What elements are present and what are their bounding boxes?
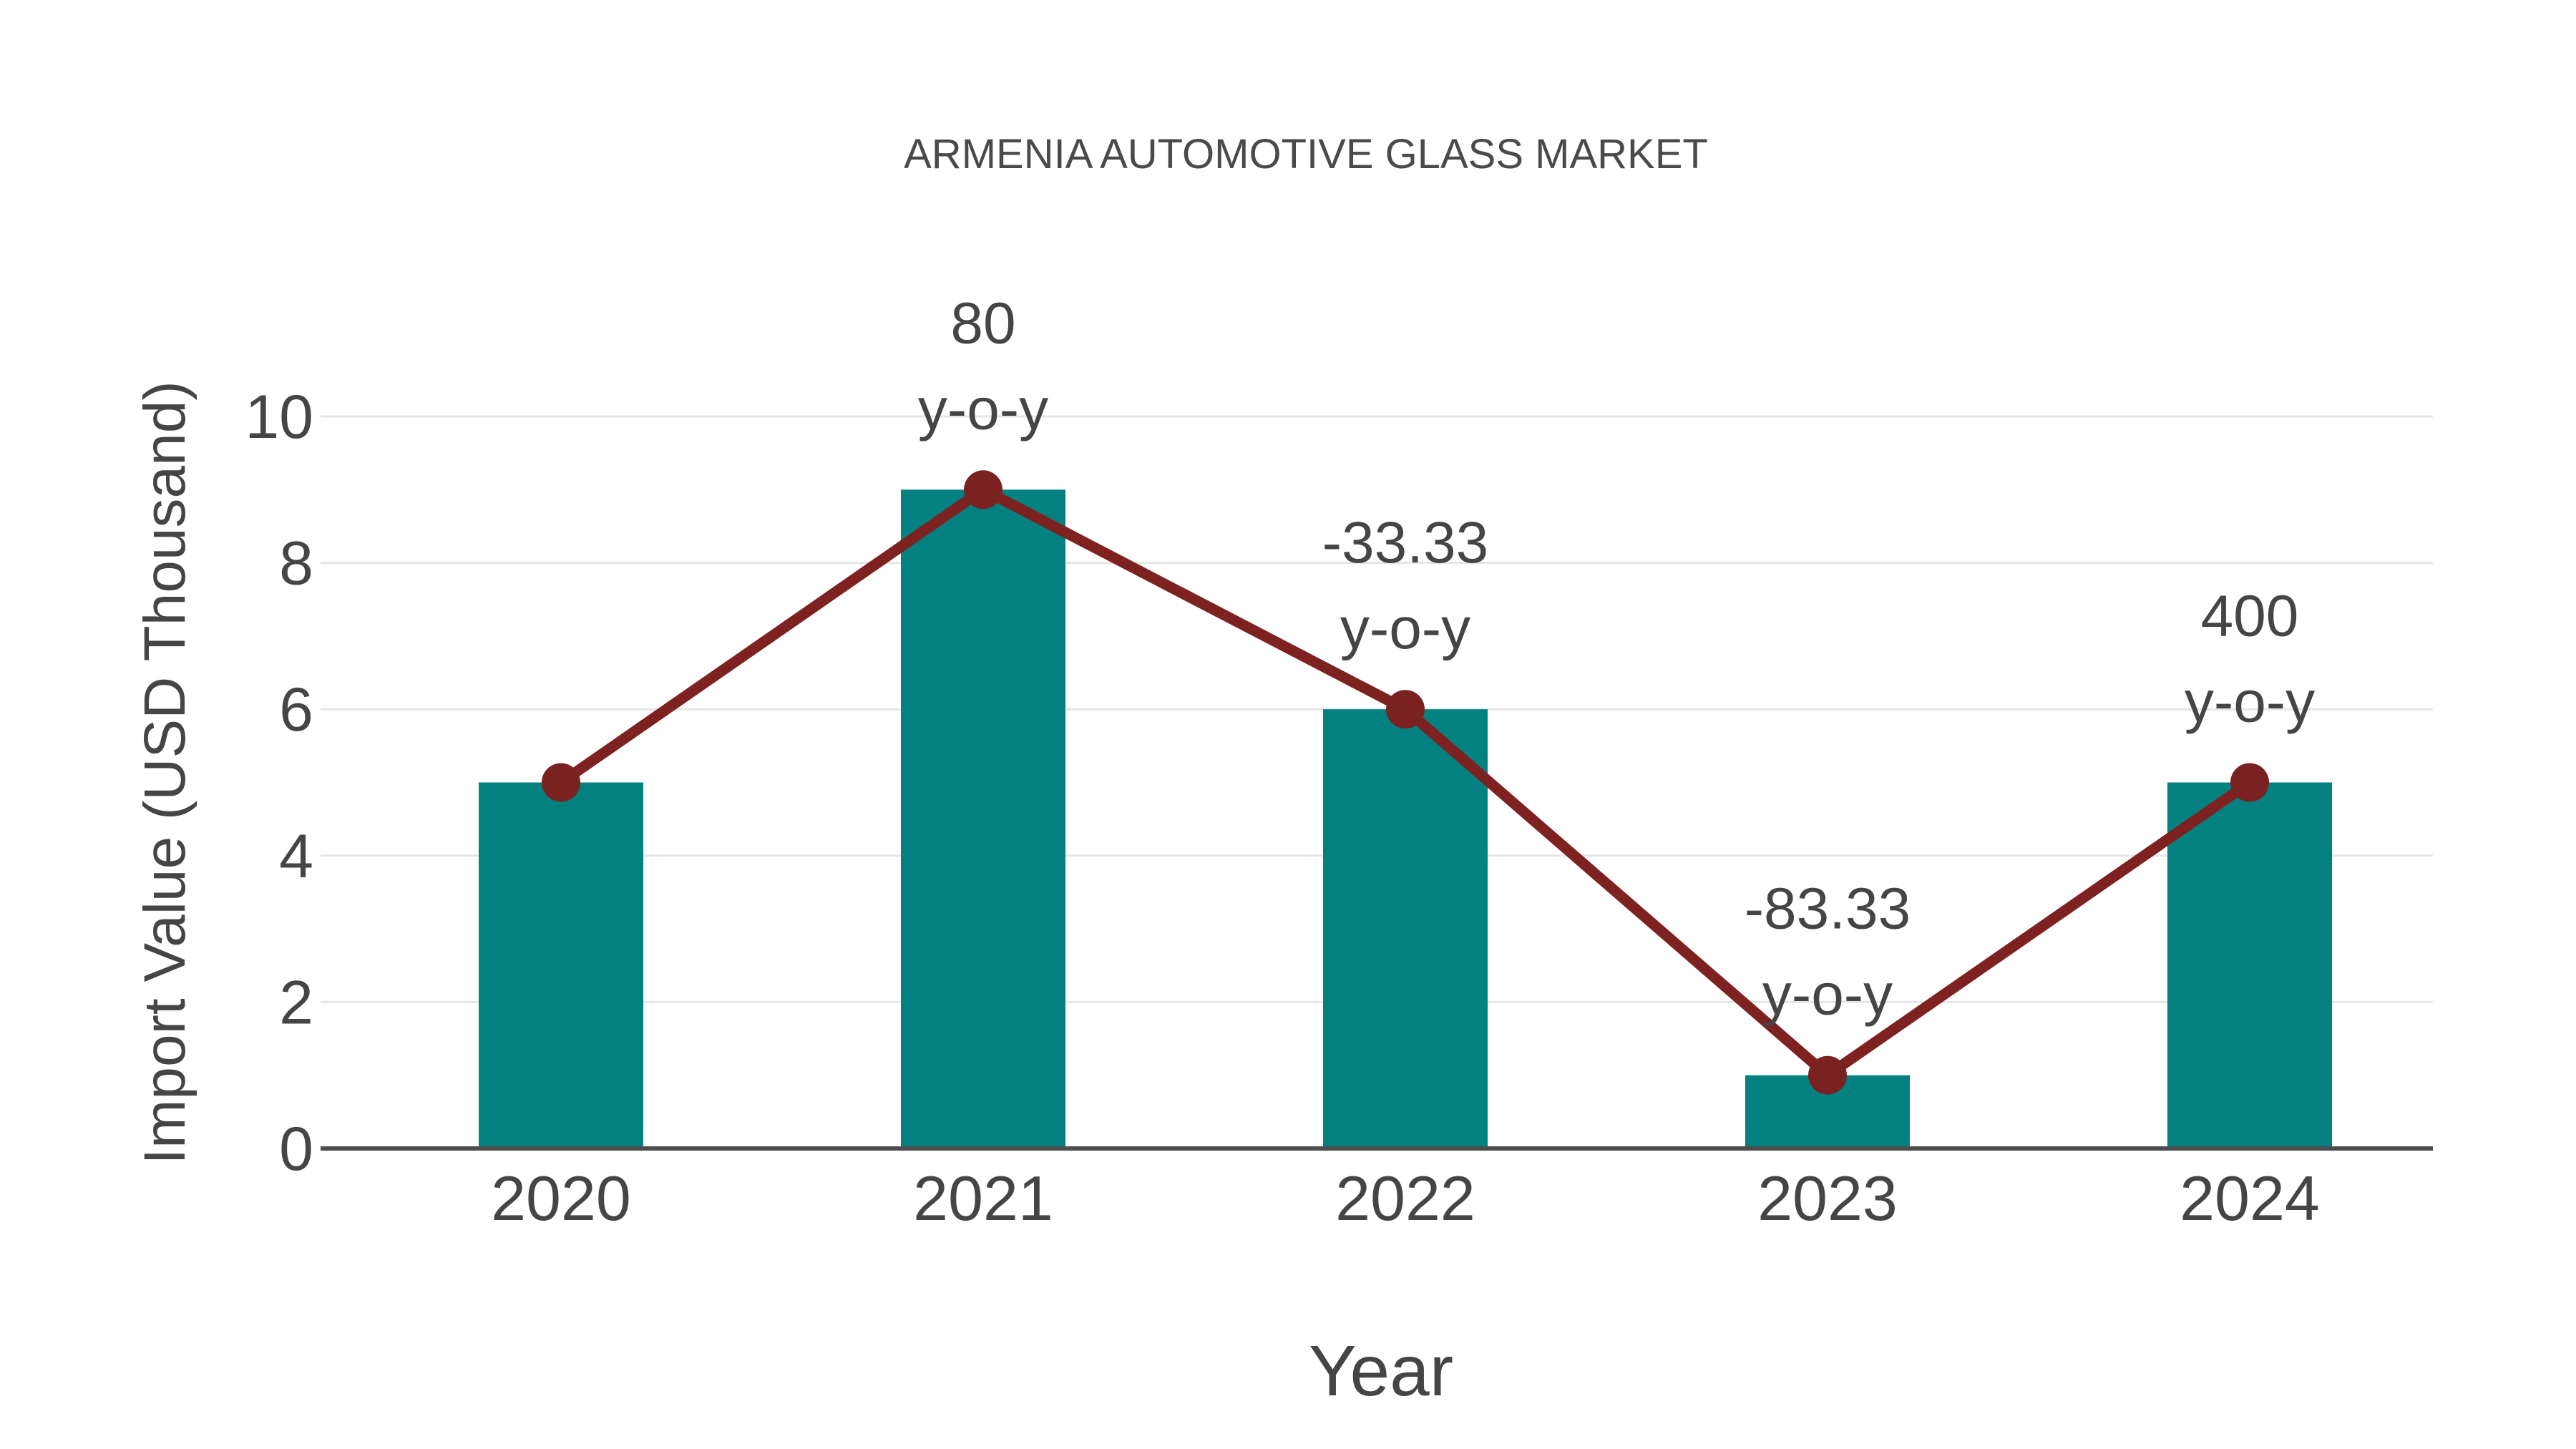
x-tick-label-2022: 2022 [1335,1163,1475,1234]
y-tick-label-4: 4 [279,822,313,891]
labels-layer: 0 2 4 6 8 10 2020 2021 2022 2023 2024 80 y-o-y -33.33… [245,291,2320,1234]
yoy-marker-2023[interactable] [1808,1055,1847,1095]
yoy-marker-2021[interactable] [964,470,1002,509]
yoy-marker-2020[interactable] [542,763,580,802]
yoy-suffix-label-2021: y-o-y [918,376,1048,441]
y-tick-label-0: 0 [279,1115,313,1184]
bar-2022[interactable] [1323,709,1488,1148]
y-tick-label-2: 2 [279,968,313,1037]
x-tick-label-2021: 2021 [913,1163,1053,1234]
bar-2024[interactable] [2167,782,2332,1149]
bar-series-layer [479,489,2332,1148]
y-tick-label-6: 6 [279,675,313,744]
yoy-marker-2024[interactable] [2230,763,2269,802]
y-axis-title: Import Value (USD Thousand) [132,381,197,1164]
yoy-value-label-2024: 400 [2201,584,2299,649]
x-tick-label-2020: 2020 [491,1163,631,1234]
bar-2021[interactable] [901,489,1065,1148]
yoy-suffix-label-2024: y-o-y [2185,670,2315,735]
x-tick-label-2024: 2024 [2180,1163,2320,1234]
y-tick-label-10: 10 [245,383,313,452]
x-axis-title: Year [1309,1331,1453,1411]
yoy-suffix-label-2022: y-o-y [1340,596,1470,661]
x-tick-label-2023: 2023 [1757,1163,1898,1234]
yoy-value-label-2023: -83.33 [1745,877,1911,942]
yoy-suffix-label-2023: y-o-y [1762,962,1893,1028]
yoy-value-label-2022: -33.33 [1322,510,1489,575]
yoy-value-label-2021: 80 [950,291,1015,356]
y-tick-label-8: 8 [279,530,313,598]
line-series-layer [542,470,2269,1095]
chart-title: ARMENIA AUTOMOTIVE GLASS MARKET [904,131,1708,177]
bar-2020[interactable] [479,782,643,1149]
yoy-marker-2022[interactable] [1386,690,1425,729]
